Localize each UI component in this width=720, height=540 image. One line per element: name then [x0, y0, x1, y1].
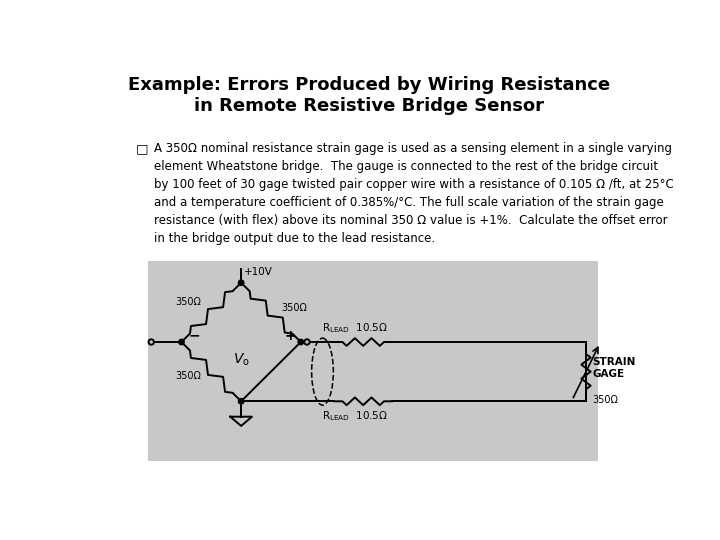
Circle shape [298, 339, 304, 345]
Circle shape [148, 339, 154, 345]
Text: R$_{\rm LEAD}$  10.5$\Omega$: R$_{\rm LEAD}$ 10.5$\Omega$ [323, 409, 388, 423]
Text: 350Ω: 350Ω [281, 303, 307, 313]
Text: STRAIN
GAGE: STRAIN GAGE [593, 357, 636, 379]
Text: □: □ [135, 142, 148, 155]
Circle shape [238, 280, 244, 286]
Text: A 350Ω nominal resistance strain gage is used as a sensing element in a single v: A 350Ω nominal resistance strain gage is… [154, 142, 674, 245]
Circle shape [305, 339, 310, 345]
Text: +: + [284, 329, 296, 343]
Text: R$_{\rm LEAD}$  10.5$\Omega$: R$_{\rm LEAD}$ 10.5$\Omega$ [323, 321, 388, 335]
Text: +10V: +10V [244, 267, 273, 278]
Text: −: − [188, 329, 199, 343]
Text: Example: Errors Produced by Wiring Resistance
in Remote Resistive Bridge Sensor: Example: Errors Produced by Wiring Resis… [128, 76, 610, 115]
Circle shape [179, 339, 184, 345]
Text: 350Ω: 350Ω [175, 371, 201, 381]
Circle shape [238, 399, 244, 404]
Text: 350Ω: 350Ω [175, 298, 201, 307]
Text: V$_{\rm o}$: V$_{\rm o}$ [233, 351, 250, 368]
Bar [148, 261, 598, 461]
Text: 350Ω: 350Ω [593, 395, 618, 405]
